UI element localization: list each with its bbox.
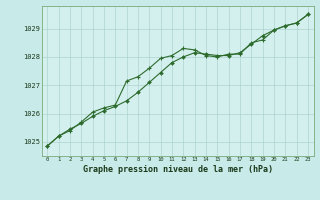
X-axis label: Graphe pression niveau de la mer (hPa): Graphe pression niveau de la mer (hPa): [83, 165, 273, 174]
